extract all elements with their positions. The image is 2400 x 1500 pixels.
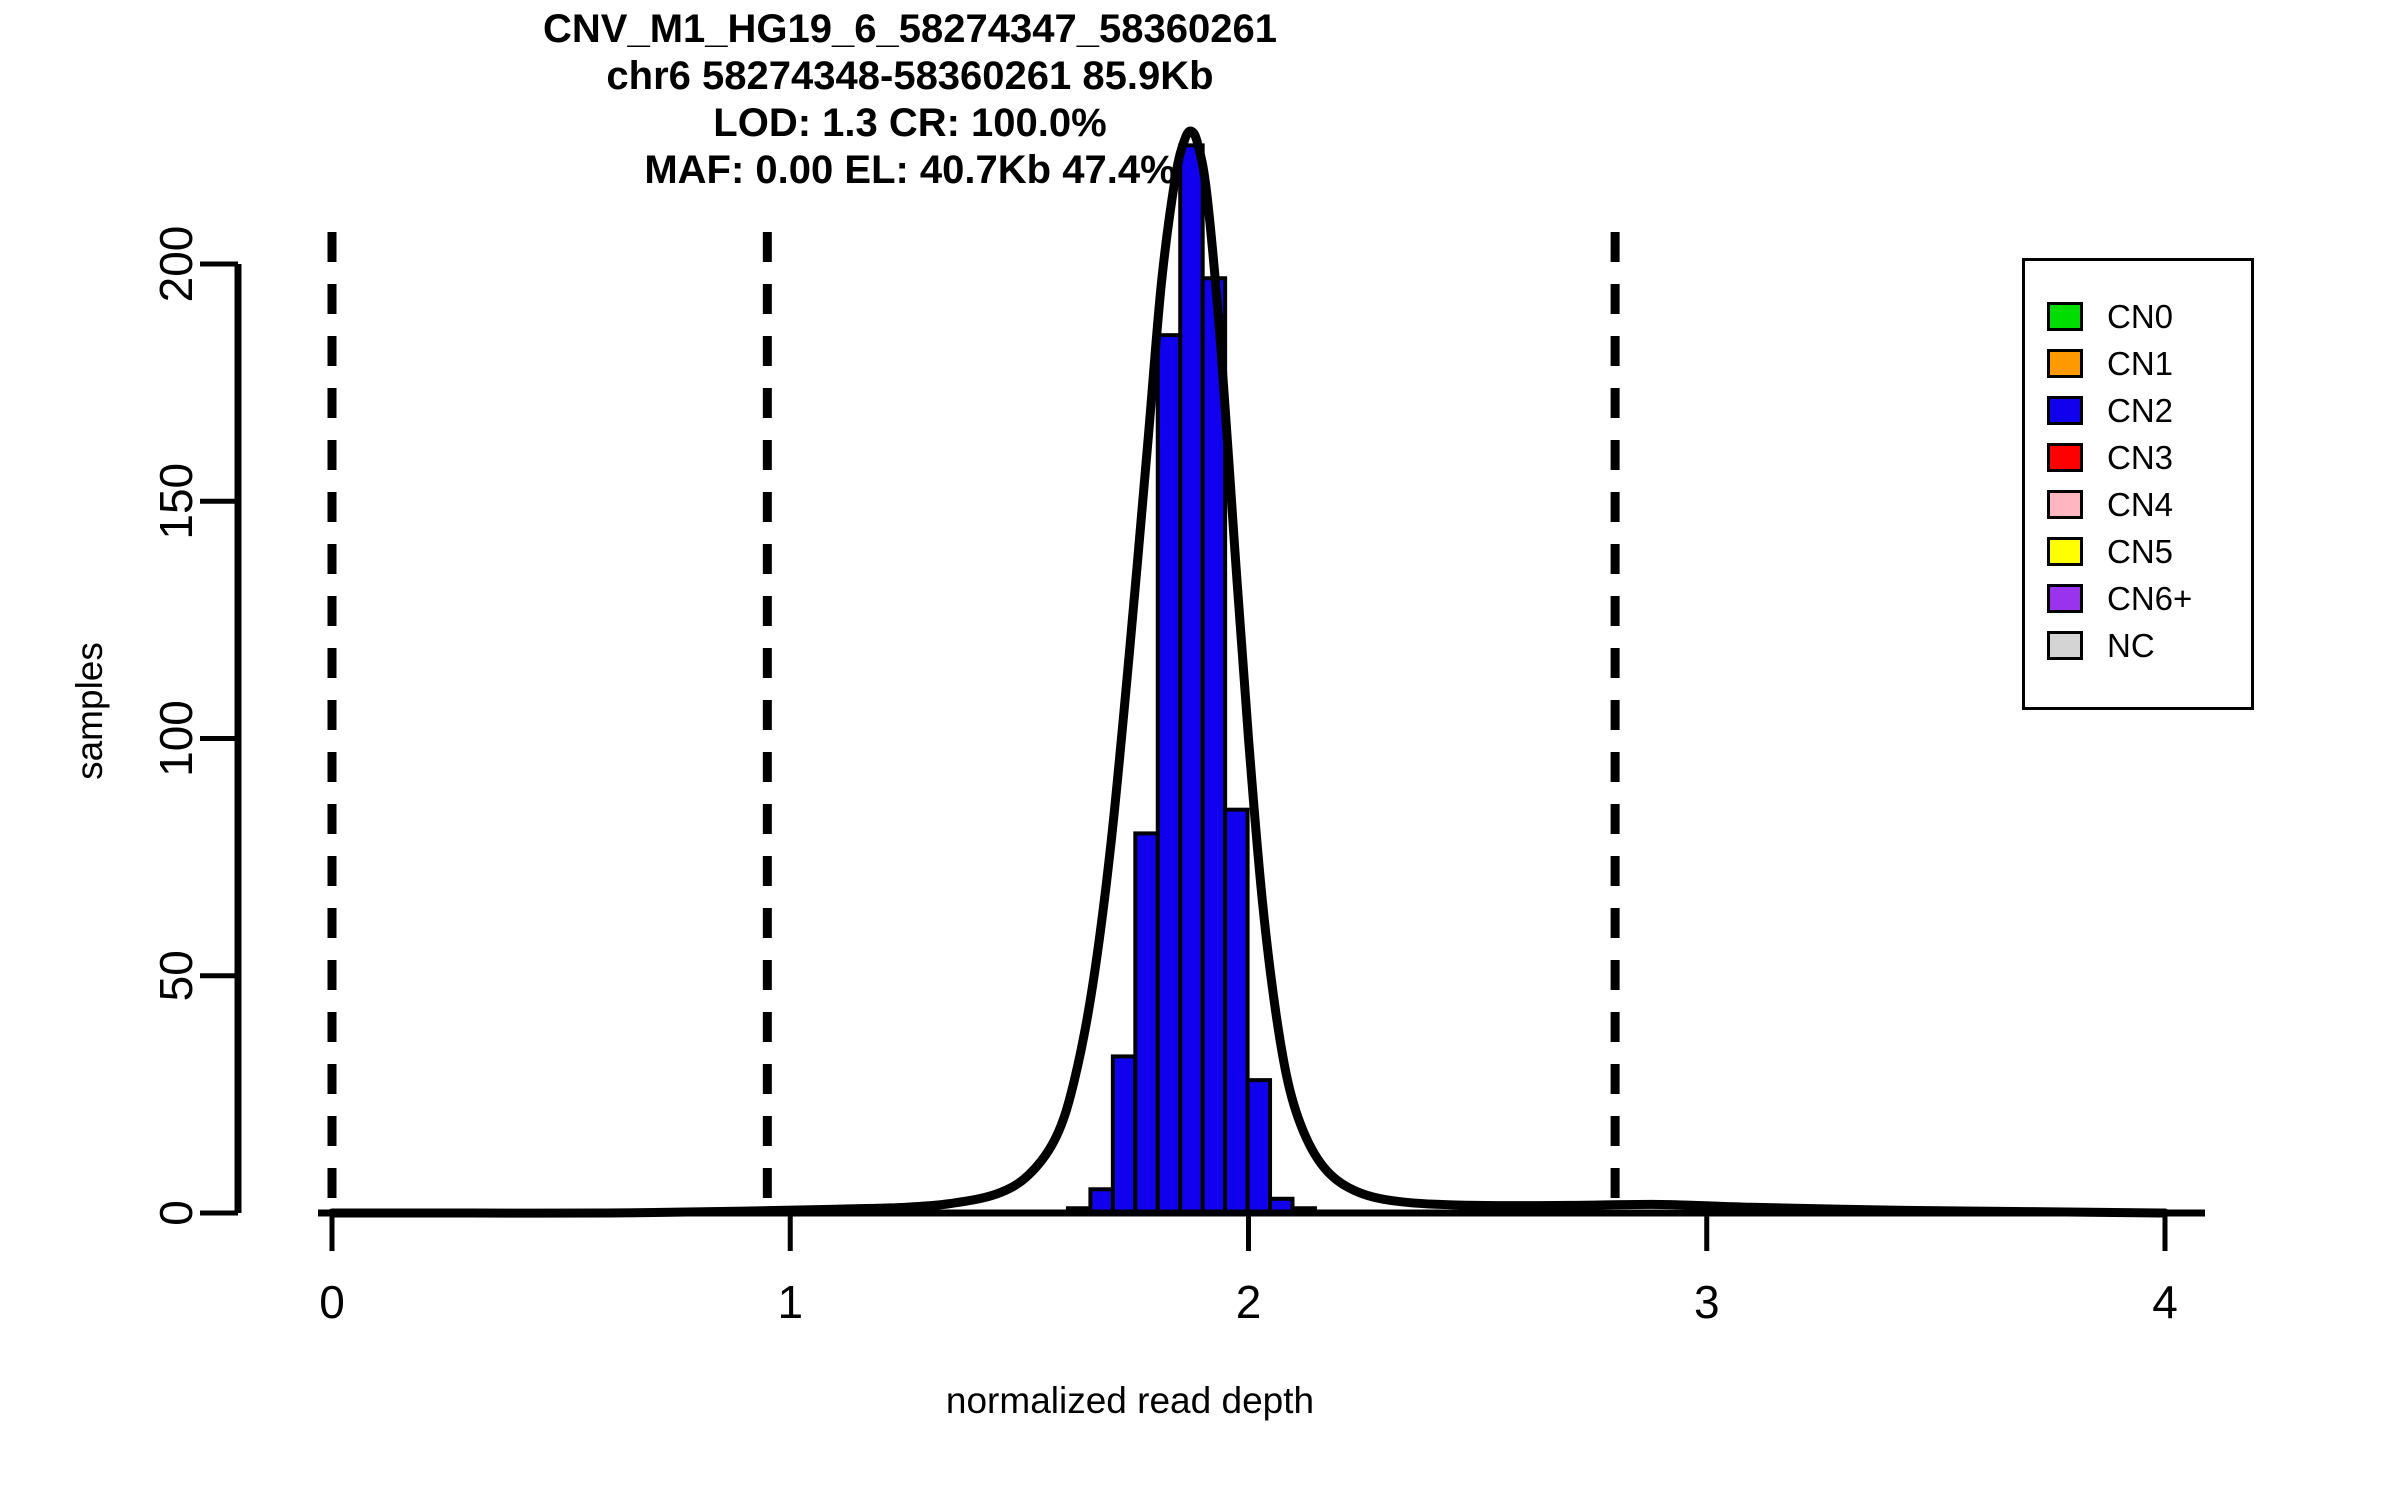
legend-item-cn3[interactable]: CN3: [2047, 434, 2192, 481]
chart-title: CNV_M1_HG19_6_58274347_58360261 chr6 582…: [0, 6, 1820, 194]
legend-swatch-cn4: [2047, 490, 2083, 519]
legend-swatch-nc: [2047, 631, 2083, 660]
legend-list: CN0 CN1 CN2 CN3 CN4 CN5 CN6+ NC: [2047, 293, 2192, 669]
y-axis: 0 50 100 150 200: [150, 226, 242, 1226]
histogram-bars: [1065, 143, 1317, 1216]
y-tick-label: 150: [150, 463, 202, 540]
y-tick-label: 200: [150, 226, 202, 303]
x-tick-label: 3: [1694, 1276, 1720, 1328]
legend-swatch-cn2: [2047, 396, 2083, 425]
title-line-2: chr6 58274348-58360261 85.9Kb: [606, 54, 1214, 98]
histogram-bar: [1245, 1078, 1273, 1216]
legend-item-nc[interactable]: NC: [2047, 622, 2192, 669]
histogram-bar: [1223, 807, 1250, 1215]
title-line-4: MAF: 0.00 EL: 40.7Kb 47.4%: [644, 148, 1176, 192]
legend-label: CN0: [2107, 298, 2174, 335]
legend-box: CN0 CN1 CN2 CN3 CN4 CN5 CN6+ NC: [2022, 258, 2254, 710]
legend-label: CN6+: [2107, 580, 2193, 617]
legend-swatch-cn3: [2047, 443, 2083, 472]
x-axis-label: normalized read depth: [945, 1380, 1315, 1421]
legend-label: NC: [2107, 627, 2155, 664]
histogram-bar: [1133, 831, 1160, 1216]
legend-label: CN1: [2107, 345, 2174, 382]
density-curve: [327, 126, 2170, 1218]
legend-item-cn2[interactable]: CN2: [2047, 387, 2192, 434]
legend-item-cn5[interactable]: CN5: [2047, 528, 2192, 575]
legend-item-cn1[interactable]: CN1: [2047, 340, 2192, 387]
x-tick-label: 4: [2152, 1276, 2178, 1328]
x-tick-label: 1: [777, 1276, 803, 1328]
legend-item-cn4[interactable]: CN4: [2047, 481, 2192, 528]
x-tick-label: 2: [1236, 1276, 1262, 1328]
legend-swatch-cn6plus: [2047, 584, 2083, 613]
legend-label: CN5: [2107, 533, 2174, 570]
y-tick-label: 0: [150, 1200, 202, 1226]
y-axis-label: samples: [69, 642, 110, 780]
title-line-3: LOD: 1.3 CR: 100.0%: [713, 101, 1107, 145]
legend-swatch-cn0: [2047, 302, 2083, 331]
legend-label: CN2: [2107, 392, 2174, 429]
legend-swatch-cn5: [2047, 537, 2083, 566]
y-tick-label: 100: [150, 700, 202, 777]
histogram-bar: [1088, 1187, 1115, 1216]
histogram-bar: [1155, 333, 1183, 1215]
y-tick-label: 50: [150, 950, 202, 1001]
legend-item-cn6plus[interactable]: CN6+: [2047, 575, 2192, 622]
legend-label: CN3: [2107, 439, 2174, 476]
histogram-bar: [1110, 1054, 1138, 1216]
x-tick-label: 0: [319, 1276, 345, 1328]
legend-item-cn0[interactable]: CN0: [2047, 293, 2192, 340]
histogram-bar: [1178, 143, 1205, 1215]
title-line-1: CNV_M1_HG19_6_58274347_58360261: [543, 7, 1277, 51]
x-axis: 0 1 2 3 4: [318, 1209, 2205, 1328]
legend-label: CN4: [2107, 486, 2174, 523]
legend-swatch-cn1: [2047, 349, 2083, 378]
